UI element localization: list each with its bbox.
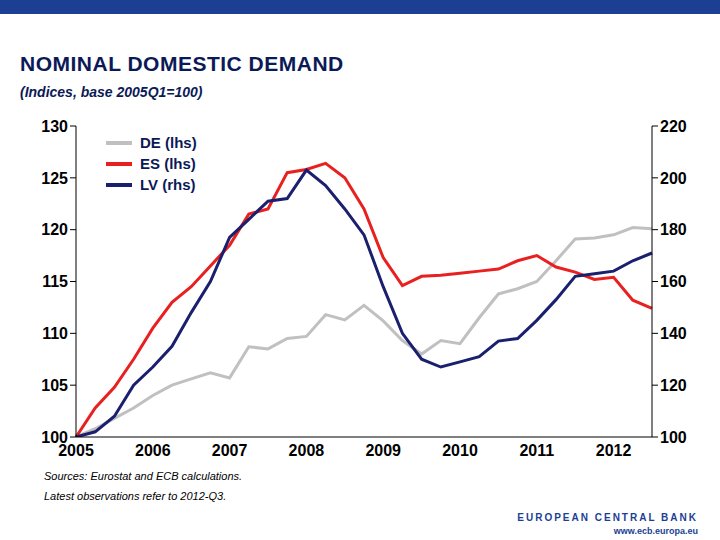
html-text:LV (rhs): LV (rhs) [140, 176, 196, 193]
svg-text:120: 120 [41, 221, 68, 238]
html-text:www.ecb.europa.eu: www.ecb.europa.eu [613, 526, 698, 536]
svg-text:180: 180 [660, 221, 687, 238]
svg-text:200: 200 [660, 170, 687, 187]
svg-text:2006: 2006 [135, 442, 171, 459]
svg-text:125: 125 [41, 170, 68, 187]
html-text:DE (lhs): DE (lhs) [140, 134, 197, 151]
svg-text:2005: 2005 [58, 442, 94, 460]
svg-text:110: 110 [42, 325, 68, 342]
html-text:(Indices, base 2005Q1=100): (Indices, base 2005Q1=100) [20, 84, 203, 100]
svg-text:160: 160 [660, 273, 687, 290]
svg-text:105: 105 [41, 377, 68, 394]
svg-text:100: 100 [41, 429, 68, 446]
html-text:ES (lhs): ES (lhs) [140, 155, 196, 172]
svg-text:2012: 2012 [596, 442, 632, 459]
svg-text:2010: 2010 [442, 442, 478, 459]
html-text:Sources: Eurostat and ECB calc: Sources: Eurostat and ECB calculations. [44, 470, 243, 482]
svg-text:220: 220 [660, 118, 687, 135]
svg-text:2009: 2009 [365, 442, 401, 459]
svg-text:100: 100 [660, 429, 687, 446]
svg-text:2011: 2011 [519, 442, 554, 459]
svg-text:2007: 2007 [212, 442, 248, 459]
html-text:NOMINAL DOMESTIC DEMAND: NOMINAL DOMESTIC DEMAND [20, 52, 344, 75]
svg-text:140: 140 [660, 325, 687, 342]
svg-text:130: 130 [41, 118, 68, 135]
svg-text:2008: 2008 [289, 442, 325, 459]
html-text:EUROPEAN CENTRAL BANK: EUROPEAN CENTRAL BANK [517, 512, 698, 523]
svg-text:120: 120 [660, 377, 687, 394]
html-text:Latest observations refer to 2: Latest observations refer to 2012-Q3. [44, 490, 227, 502]
svg-text:115: 115 [42, 273, 68, 290]
